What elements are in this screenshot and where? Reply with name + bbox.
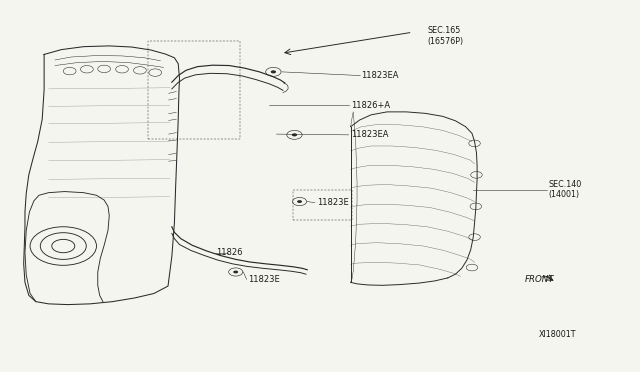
- Circle shape: [233, 270, 238, 273]
- Text: 11826: 11826: [216, 248, 243, 257]
- Circle shape: [292, 133, 297, 137]
- Text: 11823EA: 11823EA: [351, 130, 388, 140]
- Circle shape: [271, 70, 276, 73]
- Text: 11823EA: 11823EA: [362, 71, 399, 80]
- Text: SEC.140
(14001): SEC.140 (14001): [548, 180, 582, 199]
- Text: SEC.165
(16576P): SEC.165 (16576P): [428, 26, 463, 46]
- Text: 11826+A: 11826+A: [351, 101, 390, 110]
- Text: 11823E: 11823E: [248, 275, 280, 284]
- Text: 11823E: 11823E: [317, 198, 349, 207]
- Text: XI18001T: XI18001T: [538, 330, 576, 340]
- Circle shape: [297, 200, 302, 203]
- Text: FRONT: FRONT: [524, 275, 554, 284]
